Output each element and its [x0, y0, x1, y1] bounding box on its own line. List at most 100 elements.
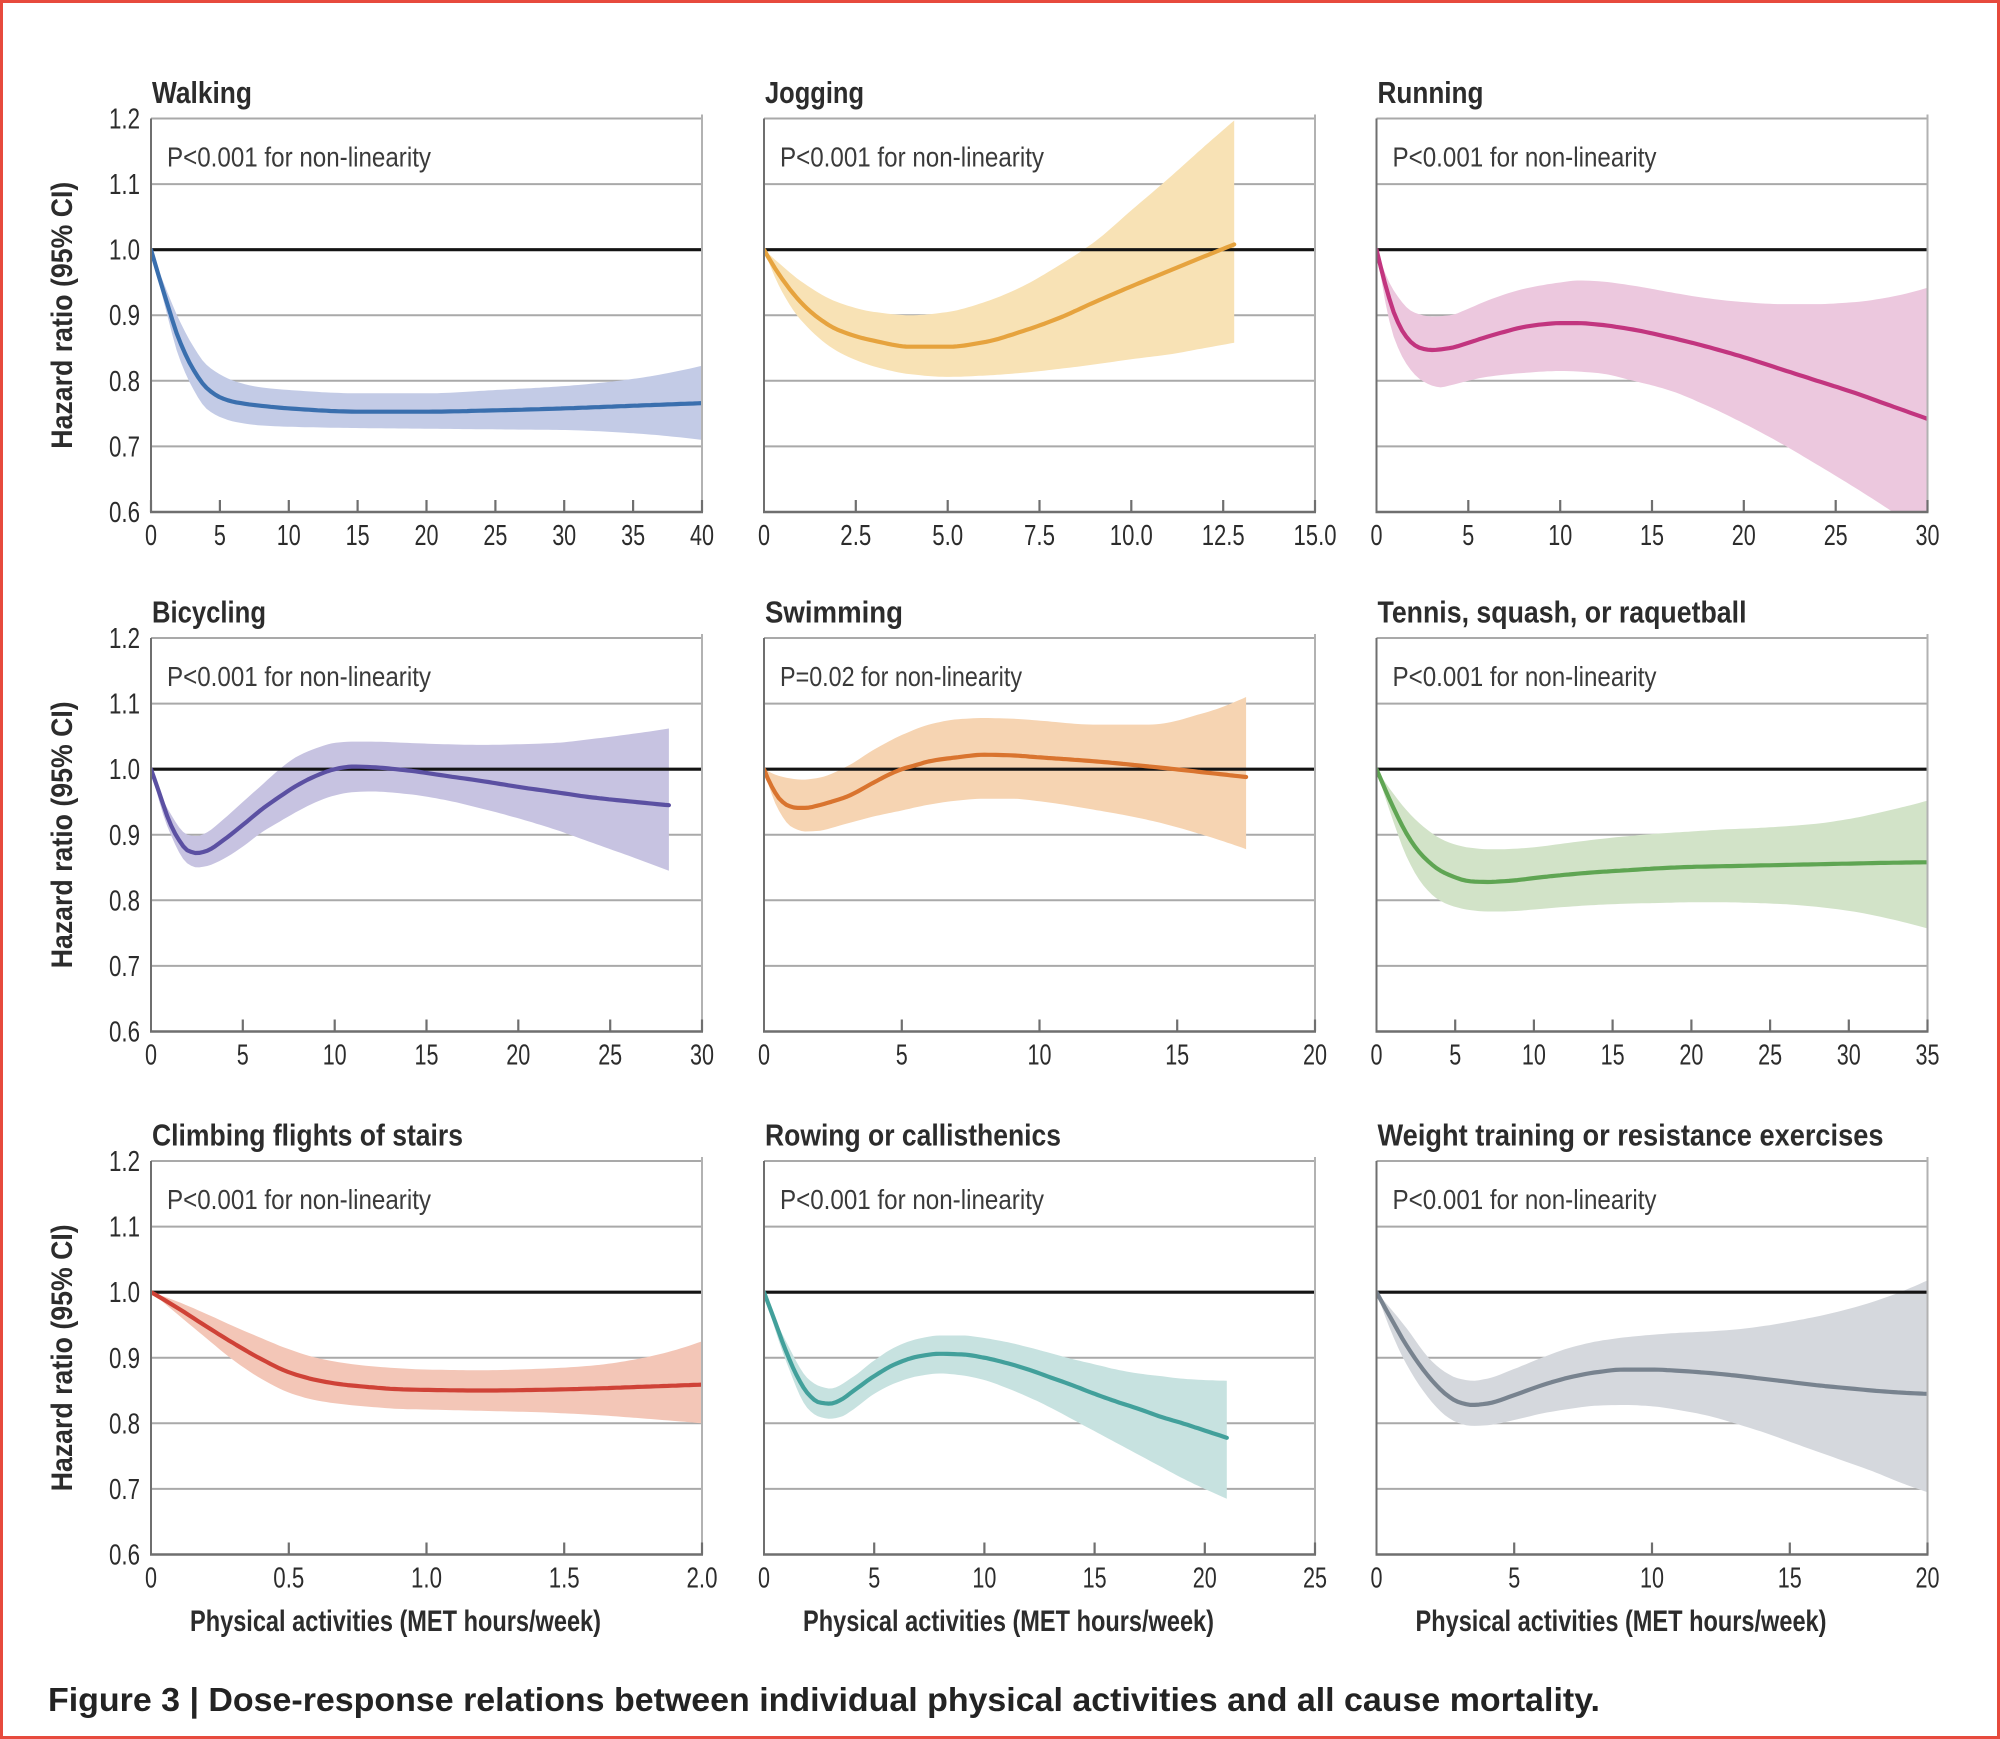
svg-text:0.8: 0.8	[109, 366, 140, 398]
svg-text:25: 25	[1824, 520, 1848, 552]
svg-text:10: 10	[1548, 520, 1572, 552]
svg-text:10: 10	[1028, 1040, 1052, 1072]
svg-text:1.1: 1.1	[109, 689, 140, 721]
svg-text:0: 0	[1371, 1040, 1383, 1072]
svg-text:0.9: 0.9	[109, 300, 140, 332]
svg-text:1.0: 1.0	[109, 754, 140, 786]
svg-text:1.2: 1.2	[109, 1146, 140, 1178]
svg-text:Climbing flights of stairs: Climbing flights of stairs	[152, 1118, 463, 1153]
svg-text:0.7: 0.7	[109, 431, 140, 463]
svg-text:Tennis, squash, or raquetball: Tennis, squash, or raquetball	[1378, 595, 1747, 630]
svg-text:35: 35	[621, 520, 645, 552]
svg-text:Hazard ratio (95% CI): Hazard ratio (95% CI)	[46, 1224, 79, 1491]
svg-text:7.5: 7.5	[1024, 520, 1055, 552]
svg-text:5: 5	[1508, 1563, 1520, 1595]
svg-text:P<0.001 for non-linearity: P<0.001 for non-linearity	[780, 142, 1044, 173]
svg-text:0.9: 0.9	[109, 1343, 140, 1375]
svg-text:Physical activities (MET hours: Physical activities (MET hours/week)	[190, 1605, 601, 1638]
svg-text:Rowing or callisthenics: Rowing or callisthenics	[765, 1118, 1061, 1153]
svg-text:Swimming: Swimming	[765, 595, 903, 630]
svg-text:0: 0	[145, 520, 157, 552]
svg-text:10: 10	[277, 520, 301, 552]
svg-text:5: 5	[896, 1040, 908, 1072]
svg-text:Figure 3 | Dose-response relat: Figure 3 | Dose-response relations betwe…	[48, 1681, 1600, 1718]
svg-text:1.1: 1.1	[109, 169, 140, 201]
svg-text:P<0.001 for non-linearity: P<0.001 for non-linearity	[780, 1184, 1044, 1215]
svg-text:10: 10	[1522, 1040, 1546, 1072]
svg-text:0: 0	[1371, 520, 1383, 552]
svg-text:5: 5	[1462, 520, 1474, 552]
svg-text:5: 5	[868, 1563, 880, 1595]
svg-text:15.0: 15.0	[1294, 520, 1337, 552]
svg-text:20: 20	[415, 520, 439, 552]
svg-text:15: 15	[1601, 1040, 1625, 1072]
svg-text:P=0.02 for non-linearity: P=0.02 for non-linearity	[780, 661, 1022, 692]
svg-text:5: 5	[1449, 1040, 1461, 1072]
svg-text:Weight training or resistance: Weight training or resistance exercises	[1378, 1118, 1884, 1153]
svg-text:2.0: 2.0	[687, 1563, 718, 1595]
svg-text:10: 10	[972, 1563, 996, 1595]
svg-text:0.8: 0.8	[109, 1408, 140, 1440]
svg-text:0: 0	[1371, 1563, 1383, 1595]
svg-text:20: 20	[506, 1040, 530, 1072]
svg-text:Physical activities (MET hours: Physical activities (MET hours/week)	[1416, 1605, 1827, 1638]
svg-text:2.5: 2.5	[840, 520, 871, 552]
svg-text:15: 15	[1165, 1040, 1189, 1072]
svg-text:Hazard ratio (95% CI): Hazard ratio (95% CI)	[46, 701, 79, 968]
svg-text:10: 10	[1640, 1563, 1664, 1595]
svg-text:P<0.001 for non-linearity: P<0.001 for non-linearity	[167, 661, 431, 692]
svg-text:15: 15	[1640, 520, 1664, 552]
svg-text:P<0.001 for non-linearity: P<0.001 for non-linearity	[1393, 1184, 1657, 1215]
svg-text:20: 20	[1916, 1563, 1940, 1595]
svg-text:Running: Running	[1378, 75, 1484, 110]
svg-text:0.7: 0.7	[109, 1474, 140, 1506]
svg-text:30: 30	[690, 1040, 714, 1072]
svg-text:20: 20	[1303, 1040, 1327, 1072]
svg-text:1.5: 1.5	[549, 1563, 580, 1595]
svg-text:25: 25	[1303, 1563, 1327, 1595]
svg-text:P<0.001 for non-linearity: P<0.001 for non-linearity	[1393, 661, 1657, 692]
svg-text:35: 35	[1916, 1040, 1940, 1072]
svg-text:40: 40	[690, 520, 714, 552]
svg-text:0: 0	[758, 1563, 770, 1595]
svg-text:30: 30	[1916, 520, 1940, 552]
svg-text:Hazard ratio (95% CI): Hazard ratio (95% CI)	[46, 182, 79, 449]
svg-text:0: 0	[145, 1563, 157, 1595]
svg-text:5: 5	[237, 1040, 249, 1072]
svg-text:20: 20	[1679, 1040, 1703, 1072]
svg-text:P<0.001 for non-linearity: P<0.001 for non-linearity	[1393, 142, 1657, 173]
svg-text:15: 15	[346, 520, 370, 552]
svg-text:15: 15	[1778, 1563, 1802, 1595]
svg-text:25: 25	[1758, 1040, 1782, 1072]
svg-text:30: 30	[552, 520, 576, 552]
svg-text:10: 10	[323, 1040, 347, 1072]
svg-text:1.0: 1.0	[109, 235, 140, 267]
svg-text:25: 25	[598, 1040, 622, 1072]
svg-text:30: 30	[1837, 1040, 1861, 1072]
svg-text:Bicycling: Bicycling	[152, 595, 266, 630]
svg-text:12.5: 12.5	[1202, 520, 1245, 552]
svg-text:1.2: 1.2	[109, 104, 140, 136]
svg-text:0.6: 0.6	[109, 1017, 140, 1049]
svg-text:15: 15	[1083, 1563, 1107, 1595]
svg-text:25: 25	[483, 520, 507, 552]
svg-text:1.0: 1.0	[411, 1563, 442, 1595]
svg-text:Jogging: Jogging	[765, 75, 864, 110]
svg-text:15: 15	[415, 1040, 439, 1072]
svg-text:0.6: 0.6	[109, 497, 140, 529]
svg-text:P<0.001 for non-linearity: P<0.001 for non-linearity	[167, 142, 431, 173]
svg-text:20: 20	[1193, 1563, 1217, 1595]
svg-text:5.0: 5.0	[932, 520, 963, 552]
svg-text:1.2: 1.2	[109, 623, 140, 655]
svg-text:20: 20	[1732, 520, 1756, 552]
svg-text:0: 0	[758, 520, 770, 552]
svg-text:10.0: 10.0	[1110, 520, 1153, 552]
svg-text:P<0.001 for non-linearity: P<0.001 for non-linearity	[167, 1184, 431, 1215]
svg-text:0.7: 0.7	[109, 951, 140, 983]
svg-text:Physical activities (MET hours: Physical activities (MET hours/week)	[803, 1605, 1214, 1638]
svg-text:0.5: 0.5	[273, 1563, 304, 1595]
svg-text:5: 5	[214, 520, 226, 552]
svg-text:1.0: 1.0	[109, 1277, 140, 1309]
svg-text:0.9: 0.9	[109, 820, 140, 852]
svg-text:1.1: 1.1	[109, 1212, 140, 1244]
